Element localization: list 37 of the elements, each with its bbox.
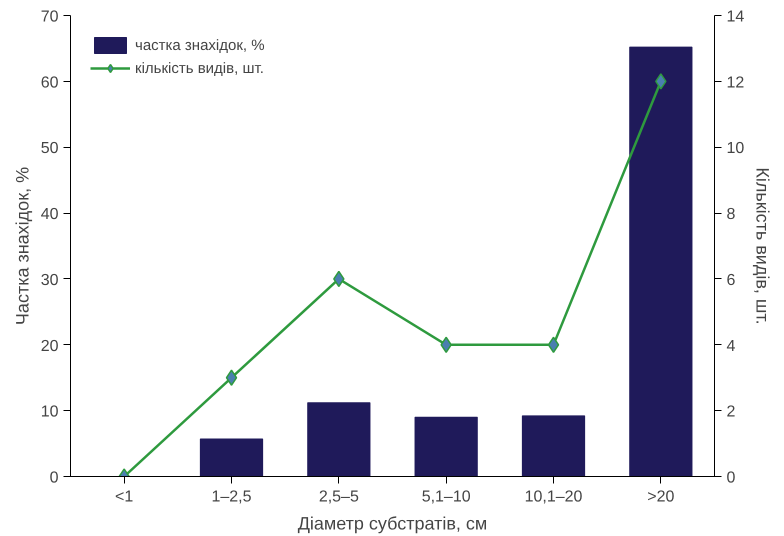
y-tick-label: 50 (40, 140, 59, 158)
point (440, 336, 452, 354)
bar (629, 46, 692, 476)
x-tick-label: 2,5–5 (318, 488, 359, 506)
y2-tick-label: 10 (726, 140, 744, 158)
y-tick-label: 40 (40, 206, 59, 224)
y2-tick-label: 4 (726, 338, 736, 355)
x-tick-label: 1–2,5 (211, 488, 252, 506)
legend-label: кількість видів, шт. (135, 60, 264, 76)
bar (200, 438, 264, 476)
y-tick-label: 30 (40, 272, 59, 289)
y-tick-label: 70 (40, 8, 59, 26)
y2-tick-label: 2 (726, 404, 736, 421)
bar (414, 416, 478, 476)
y-tick-label: 0 (50, 470, 59, 486)
y-axis-title: Частка знахідок, % (12, 166, 33, 326)
point (548, 336, 560, 354)
y2-axis-title: Кількість видів, шт. (752, 167, 772, 325)
x-tick-label: <1 (115, 488, 134, 506)
y2-tick-label: 14 (726, 8, 744, 26)
point (333, 270, 345, 288)
legend-label: частка знахідок, % (135, 36, 265, 54)
y2-tick-label: 8 (726, 206, 736, 224)
y2-tick-label: 0 (726, 470, 736, 486)
y-tick-label: 10 (40, 404, 59, 421)
y2-tick-label: 12 (726, 74, 744, 92)
y-tick-label: 60 (40, 74, 59, 92)
x-axis-title: Діаметр субстратів, см (298, 514, 488, 534)
bar (522, 415, 586, 476)
point (655, 73, 667, 90)
x-tick-label: 5,1–10 (422, 488, 471, 506)
bar (307, 402, 370, 476)
x-tick-label: >20 (647, 488, 675, 506)
y2-tick-label: 6 (726, 272, 736, 289)
point (226, 369, 238, 386)
x-tick-label: 10,1–20 (524, 488, 583, 506)
y-tick-label: 20 (40, 338, 59, 355)
